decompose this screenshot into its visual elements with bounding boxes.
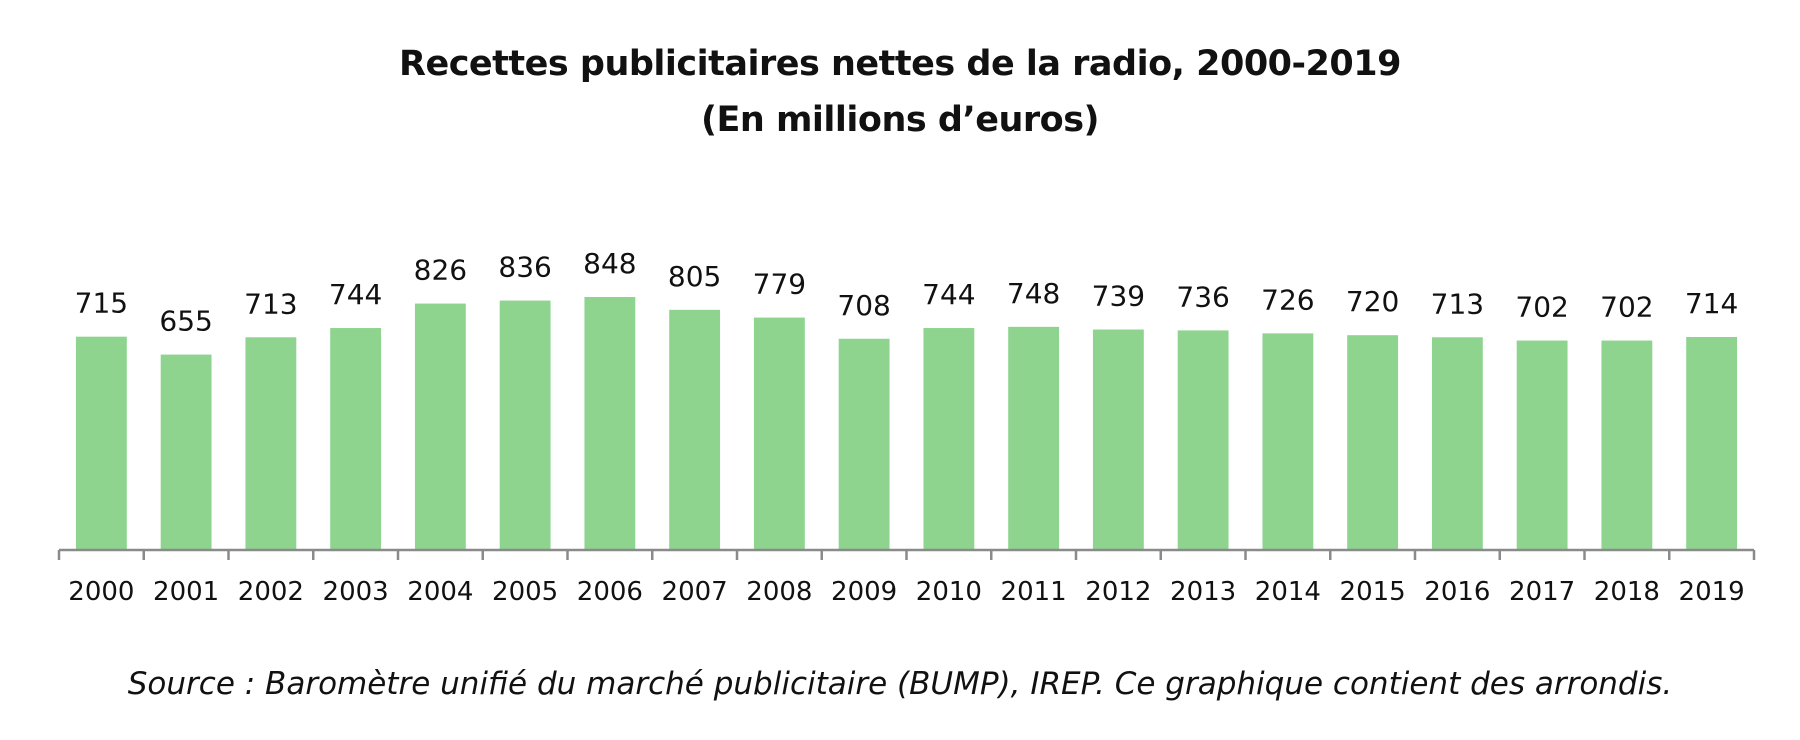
bar-labels-group: 715 655 713 744 826 836 848 805 779 708 744 748 739 7… (75, 247, 1739, 338)
data-label-2013: 736 (1176, 280, 1229, 313)
bar-2013 (1177, 330, 1229, 550)
data-label-2012: 739 (1092, 280, 1145, 313)
x-tick-label-2016: 2016 (1424, 577, 1490, 607)
bar-2000 (75, 336, 127, 550)
bar-2018 (1601, 340, 1653, 550)
data-label-2001: 655 (159, 305, 212, 338)
bar-2012 (1092, 329, 1144, 550)
x-tick-label-2006: 2006 (577, 577, 643, 607)
x-tick-labels-group: 2000 2001 2002 2003 2004 2005 2006 2007 2008 2009… (68, 577, 1744, 607)
bar-2015 (1347, 335, 1399, 550)
x-tick-label-2000: 2000 (68, 577, 134, 607)
data-label-2002: 713 (244, 287, 297, 320)
bar-2014 (1262, 333, 1314, 550)
bar-2004 (414, 303, 466, 550)
x-tick-label-2014: 2014 (1255, 577, 1321, 607)
bar-2017 (1516, 340, 1568, 550)
bars-group (75, 297, 1738, 550)
x-tick-label-2013: 2013 (1170, 577, 1236, 607)
data-label-2003: 744 (329, 278, 382, 311)
bar-2011 (1008, 326, 1060, 550)
x-tick-label-2019: 2019 (1679, 577, 1745, 607)
x-tick-label-2009: 2009 (831, 577, 897, 607)
x-tick-label-2012: 2012 (1085, 577, 1151, 607)
data-label-2005: 836 (498, 251, 551, 284)
bar-2016 (1431, 337, 1483, 550)
x-tick-label-2007: 2007 (662, 577, 728, 607)
data-label-2007: 805 (668, 260, 721, 293)
bar-2008 (753, 317, 805, 550)
bar-2019 (1686, 336, 1738, 550)
data-label-2011: 748 (1007, 277, 1060, 310)
data-label-2015: 720 (1346, 285, 1399, 318)
x-tick-label-2017: 2017 (1509, 577, 1575, 607)
x-tick-label-2018: 2018 (1594, 577, 1660, 607)
x-tick-label-2005: 2005 (492, 577, 558, 607)
bar-2001 (160, 354, 212, 550)
data-label-2016: 713 (1431, 287, 1484, 320)
bar-2007 (669, 309, 721, 550)
x-tick-label-2010: 2010 (916, 577, 982, 607)
data-label-2010: 744 (922, 278, 975, 311)
bar-2003 (330, 328, 382, 550)
x-tick-label-2008: 2008 (746, 577, 812, 607)
x-axis (57, 548, 1756, 560)
x-tick-label-2001: 2001 (153, 577, 219, 607)
x-tick-label-2015: 2015 (1340, 577, 1406, 607)
source-note: Source : Baromètre unifié du marché publ… (127, 666, 1673, 702)
chart-title: Recettes publicitaires nettes de la radi… (399, 44, 1401, 84)
data-label-2018: 702 (1600, 291, 1653, 324)
bar-2005 (499, 300, 551, 550)
data-label-2008: 779 (753, 268, 806, 301)
x-tick-label-2011: 2011 (1001, 577, 1067, 607)
chart-subtitle: (En millions d’euros) (700, 100, 1100, 140)
bar-2002 (245, 337, 297, 550)
chart-title-block: Recettes publicitaires nettes de la radi… (0, 36, 1800, 148)
data-label-2017: 702 (1515, 291, 1568, 324)
bar-2010 (923, 328, 975, 550)
data-label-2019: 714 (1685, 287, 1738, 320)
data-label-2009: 708 (837, 289, 890, 322)
data-label-2014: 726 (1261, 283, 1314, 316)
data-label-2006: 848 (583, 247, 636, 280)
x-tick-label-2003: 2003 (323, 577, 389, 607)
x-tick-label-2002: 2002 (238, 577, 304, 607)
data-label-2004: 826 (414, 254, 467, 287)
bar-2009 (838, 338, 890, 550)
x-tick-label-2004: 2004 (407, 577, 473, 607)
bar-2006 (584, 297, 636, 550)
data-label-2000: 715 (75, 287, 128, 320)
